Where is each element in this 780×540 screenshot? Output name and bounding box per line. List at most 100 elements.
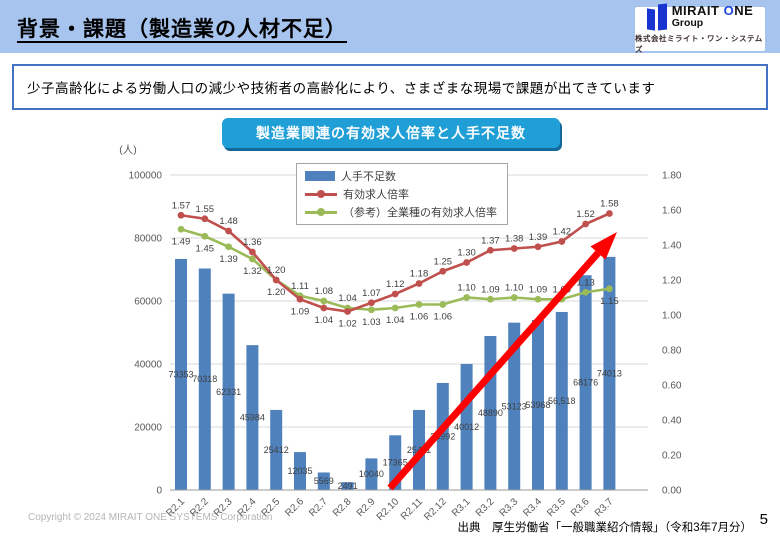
red-point-label: 1.36 bbox=[243, 237, 262, 248]
logo-brand-suffix: NE bbox=[734, 3, 754, 19]
legend-red-line-swatch-icon bbox=[305, 189, 337, 199]
left-axis-tick: 20000 bbox=[134, 423, 162, 434]
logo-brand-o: O bbox=[723, 3, 735, 19]
x-axis-category-label: R2.10 bbox=[375, 496, 402, 523]
trend-up-arrowhead bbox=[590, 232, 617, 260]
legend-label: （参考）全業種の有効求人倍率 bbox=[343, 207, 497, 219]
bar bbox=[341, 482, 354, 490]
page-title: 背景・課題（製造業の人材不足） bbox=[17, 18, 347, 41]
bar bbox=[294, 452, 306, 490]
right-axis-tick: 0.00 bbox=[662, 486, 682, 497]
red-point-label: 1.48 bbox=[219, 216, 238, 227]
bar bbox=[436, 382, 449, 490]
green-point-label: 1.09 bbox=[529, 284, 548, 295]
bar-value-label: 48890 bbox=[478, 408, 503, 418]
red-point-label: 1.30 bbox=[457, 248, 476, 259]
bar-value-label: 74013 bbox=[597, 368, 622, 378]
legend-green-line-swatch-icon bbox=[305, 207, 337, 217]
right-axis-tick: 0.60 bbox=[662, 381, 682, 392]
red-point-label: 1.02 bbox=[338, 319, 357, 330]
chart-title-badge: 製造業関連の有効求人倍率と人手不足数 bbox=[222, 118, 560, 148]
left-axis-tick: 100000 bbox=[129, 171, 163, 182]
bar-value-label: 2491 bbox=[338, 481, 358, 491]
green-line-marker bbox=[510, 294, 518, 301]
x-axis-category-label: R2.8 bbox=[331, 496, 354, 519]
bar bbox=[317, 472, 330, 490]
green-line-marker bbox=[439, 301, 447, 308]
green-point-label: 1.20 bbox=[267, 287, 286, 298]
bar bbox=[603, 256, 616, 490]
bar bbox=[555, 311, 568, 490]
green-line-marker bbox=[534, 295, 542, 303]
trend-up-arrow bbox=[387, 250, 601, 491]
x-axis-category-label: R2.7 bbox=[307, 496, 330, 519]
red-point-label: 1.55 bbox=[196, 204, 215, 215]
key-message-box: 少子高齢化による労働人口の減少や技術者の高齢化により、さまざまな現場で課題が出て… bbox=[12, 64, 768, 110]
bar bbox=[508, 322, 521, 490]
legend-item-green-line: （参考）全業種の有効求人倍率 bbox=[305, 203, 497, 221]
red-point-label: 1.42 bbox=[553, 227, 572, 238]
bar-value-label: 45984 bbox=[240, 413, 265, 423]
x-axis-category-label: R2.1 bbox=[164, 496, 187, 519]
green-point-label: 1.03 bbox=[362, 317, 381, 328]
bar-value-label: 5569 bbox=[314, 476, 334, 486]
bar bbox=[270, 409, 283, 490]
bar-value-label: 12035 bbox=[287, 466, 312, 476]
red-point-label: 1.07 bbox=[362, 288, 381, 299]
bar-value-label: 33992 bbox=[430, 431, 455, 441]
x-axis-category-label: R3.5 bbox=[545, 496, 568, 519]
green-point-label: 1.49 bbox=[172, 236, 191, 247]
green-point-label: 1.04 bbox=[338, 293, 357, 304]
bar-value-label: 56,518 bbox=[548, 396, 576, 406]
right-axis-tick: 1.60 bbox=[662, 206, 682, 217]
bar-value-label: 25412 bbox=[264, 445, 289, 455]
x-axis-category-label: R3.7 bbox=[593, 496, 616, 519]
red-point-label: 1.25 bbox=[434, 256, 453, 267]
green-point-label: 1.08 bbox=[315, 286, 334, 297]
x-axis-category-label: R2.3 bbox=[212, 496, 235, 519]
bar-value-label: 10040 bbox=[359, 469, 384, 479]
right-axis-tick: 1.80 bbox=[662, 171, 682, 182]
x-axis-category-label: R2.12 bbox=[422, 496, 449, 523]
bar bbox=[246, 345, 259, 490]
green-line-marker bbox=[391, 304, 399, 312]
right-axis-tick: 0.20 bbox=[662, 451, 682, 462]
x-axis-category-label: R2.5 bbox=[260, 496, 283, 519]
red-line-marker bbox=[439, 267, 447, 275]
bar-value-label: 40012 bbox=[454, 422, 479, 432]
green-point-label: 1.11 bbox=[291, 281, 309, 292]
bar-value-label: 68176 bbox=[573, 378, 598, 388]
green-point-label: 1.06 bbox=[434, 312, 453, 323]
red-line-marker bbox=[534, 243, 542, 251]
x-axis-category-label: R3.2 bbox=[474, 496, 497, 519]
green-line-marker bbox=[487, 295, 494, 303]
logo-brand-prefix: MIRAIT bbox=[671, 3, 724, 19]
x-axis-category-label: R3.4 bbox=[521, 496, 544, 519]
legend-label: 人手不足数 bbox=[341, 171, 396, 183]
red-point-label: 1.04 bbox=[315, 315, 334, 326]
copyright-text: Copyright © 2024 MIRAIT ONE SYSTEMS Corp… bbox=[28, 512, 273, 523]
green-point-label: 1.15 bbox=[600, 296, 619, 307]
source-citation: 出典 厚生労働省「一般職業紹介情報」（令和3年7月分） bbox=[457, 522, 752, 534]
x-axis-category-label: R2.2 bbox=[188, 496, 211, 519]
bar-value-label: 17365 bbox=[383, 458, 408, 468]
right-axis-tick: 0.80 bbox=[662, 346, 682, 357]
red-point-label: 1.57 bbox=[172, 200, 191, 211]
legend-item-bars: 人手不足数 bbox=[305, 167, 497, 185]
red-point-label: 1.58 bbox=[600, 199, 619, 210]
red-point-label: 1.20 bbox=[267, 265, 286, 276]
red-line-marker bbox=[606, 210, 613, 217]
green-point-label: 1.04 bbox=[386, 315, 405, 326]
bar-value-label: 70318 bbox=[192, 374, 217, 384]
red-point-label: 1.52 bbox=[576, 209, 595, 220]
green-line-marker bbox=[201, 232, 209, 240]
logo-group-label: Group bbox=[671, 16, 704, 29]
legend-item-red-line: 有効求人倍率 bbox=[305, 185, 497, 203]
red-line-marker bbox=[177, 211, 185, 219]
left-axis-tick: 0 bbox=[156, 486, 162, 497]
red-point-label: 1.12 bbox=[386, 279, 405, 290]
x-axis-category-label: R3.1 bbox=[450, 496, 473, 519]
red-line-marker bbox=[558, 238, 566, 245]
x-axis-category-label: R3.3 bbox=[498, 496, 521, 519]
